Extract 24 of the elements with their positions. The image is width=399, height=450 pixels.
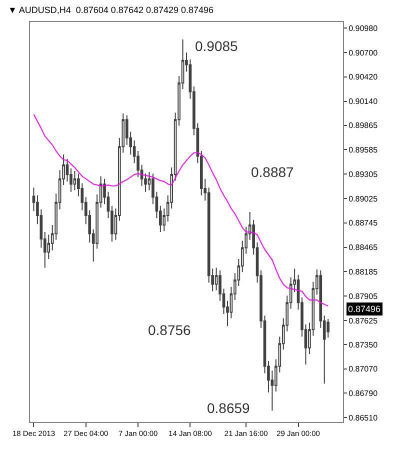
y-tick-label: 0.86790	[348, 389, 378, 398]
y-tick-label: 0.87070	[348, 364, 378, 374]
y-tick-label: 0.89865	[348, 121, 378, 130]
y-tick-label: 0.90700	[348, 48, 378, 58]
y-tick-label: 0.87350	[348, 340, 378, 350]
text: 0.87496	[348, 304, 381, 314]
y-tick-label: 0.89585	[348, 145, 378, 154]
y-tick-label: 0.90980	[348, 24, 378, 33]
y-tick-label: 0.90140	[348, 97, 378, 106]
annotation: 0.9085	[195, 38, 238, 54]
y-tick-label: 0.86510	[348, 413, 378, 422]
annotation: 0.8756	[148, 322, 192, 338]
annotation: 0.8659	[207, 400, 250, 416]
y-tick-label: 0.87625	[348, 316, 378, 326]
y-tick-label: 0.89025	[348, 194, 378, 204]
y-tick-label: 0.88185	[348, 267, 378, 276]
annotation: 0.8887	[251, 164, 294, 180]
y-tick-label: 0.89305	[348, 170, 378, 179]
y-tick-label: 0.88745	[348, 218, 378, 228]
y-tick-label: 0.88465	[348, 243, 378, 252]
line-series	[33, 114, 329, 307]
y-tick-label: 0.90420	[348, 72, 378, 82]
y-tick-label: 0.87905	[348, 292, 378, 301]
chart-title: ▼ AUDUSD,H4 0.87604 0.87642 0.87429 0.87496	[8, 5, 214, 16]
